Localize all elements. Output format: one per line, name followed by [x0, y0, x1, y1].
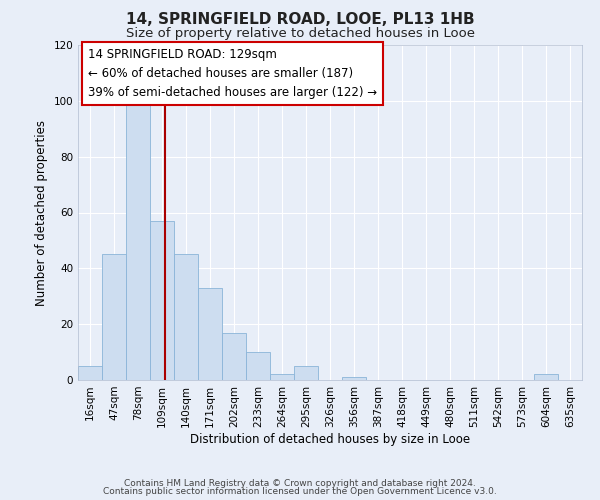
Text: 14, SPRINGFIELD ROAD, LOOE, PL13 1HB: 14, SPRINGFIELD ROAD, LOOE, PL13 1HB [125, 12, 475, 28]
Bar [174, 254, 198, 380]
Text: Contains HM Land Registry data © Crown copyright and database right 2024.: Contains HM Land Registry data © Crown c… [124, 478, 476, 488]
Text: Size of property relative to detached houses in Looe: Size of property relative to detached ho… [125, 28, 475, 40]
Bar [126, 98, 150, 380]
Y-axis label: Number of detached properties: Number of detached properties [35, 120, 48, 306]
Bar [102, 254, 126, 380]
Bar [198, 288, 222, 380]
Text: 14 SPRINGFIELD ROAD: 129sqm
← 60% of detached houses are smaller (187)
39% of se: 14 SPRINGFIELD ROAD: 129sqm ← 60% of det… [88, 48, 377, 100]
Bar [150, 221, 174, 380]
Bar [78, 366, 102, 380]
X-axis label: Distribution of detached houses by size in Looe: Distribution of detached houses by size … [190, 432, 470, 446]
Bar [270, 374, 294, 380]
Bar [294, 366, 318, 380]
Bar [246, 352, 270, 380]
Bar [534, 374, 558, 380]
Bar [342, 377, 366, 380]
Text: Contains public sector information licensed under the Open Government Licence v3: Contains public sector information licen… [103, 487, 497, 496]
Bar [222, 332, 246, 380]
